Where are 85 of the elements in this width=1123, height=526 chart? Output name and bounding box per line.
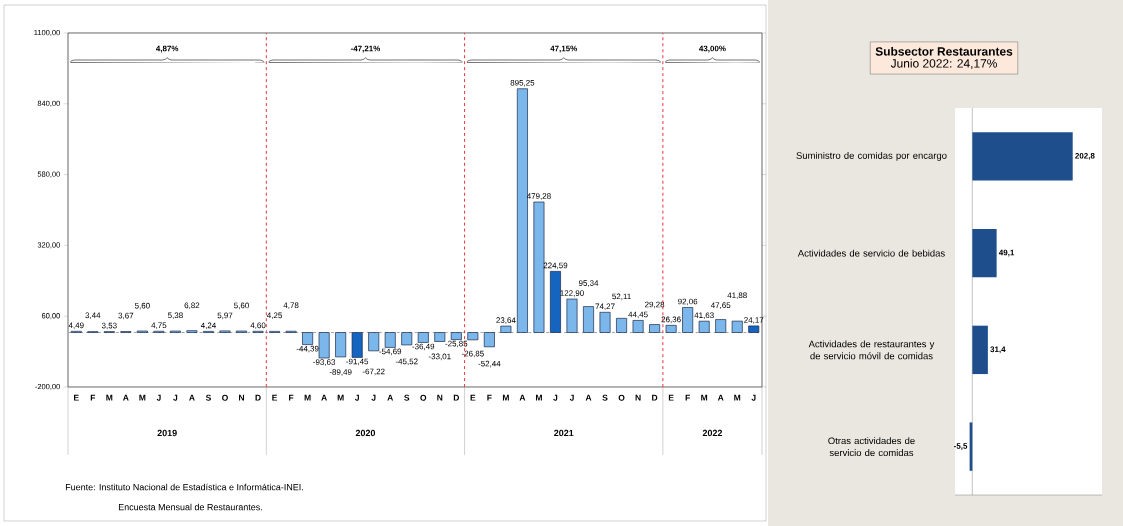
x-tick-label: N xyxy=(437,394,443,401)
x-tick-label: A xyxy=(585,394,592,401)
x-tick-label: F xyxy=(289,394,294,401)
x-tick-label: E xyxy=(470,394,476,401)
x-tick-label: J xyxy=(173,394,178,401)
x-tick-label: D xyxy=(652,394,658,401)
bar xyxy=(972,228,997,278)
x-tick-label: E xyxy=(74,394,79,401)
y-tick-label: Otras actividades de servicio de comidas xyxy=(828,437,915,457)
x-tick-label: O xyxy=(618,394,625,401)
bar xyxy=(549,271,561,333)
x-tick-label: M xyxy=(535,394,542,401)
bar xyxy=(384,332,396,348)
x-tick-label: M xyxy=(701,394,708,401)
bar xyxy=(368,332,380,352)
text: 2019 xyxy=(157,429,177,437)
bar xyxy=(351,332,363,358)
x-tick-label: M xyxy=(304,394,311,401)
x-tick-label: J xyxy=(354,394,359,401)
source-note: Fuente: Instituto Nacional de Estadística e Informática-INEI. xyxy=(65,483,303,491)
x-tick-label: M xyxy=(337,394,344,401)
x-tick-label: A xyxy=(717,394,724,401)
bar xyxy=(583,306,594,333)
bar xyxy=(483,332,495,348)
x-tick-label: J xyxy=(751,394,756,401)
x-tick-label: O xyxy=(420,394,427,401)
x-tick-label: E xyxy=(668,394,674,401)
y-tick-label: Suministro de comidas por encargo xyxy=(796,151,947,161)
text: Encuesta Mensual de Restaurantes. xyxy=(118,503,262,511)
chart-subtitle: Junio 2022: 24,17% xyxy=(890,58,997,70)
bar xyxy=(649,324,661,333)
x-tick-label: A xyxy=(321,394,327,401)
bar xyxy=(516,88,528,333)
bar xyxy=(698,320,710,333)
x-tick-label: F xyxy=(487,394,492,401)
x-tick-label: M xyxy=(106,394,113,401)
y-tick-label: Actividades de restaurantes y de servicio móvil de comidas xyxy=(808,340,935,360)
bar xyxy=(417,332,429,343)
bar xyxy=(401,332,413,346)
bar xyxy=(434,332,446,342)
bar xyxy=(533,201,545,333)
x-tick-label: F xyxy=(685,394,690,401)
bar xyxy=(731,320,743,333)
x-tick-label: M xyxy=(139,394,146,401)
x-tick-label: S xyxy=(404,394,410,401)
bar xyxy=(972,132,1073,181)
x-tick-label: M xyxy=(734,394,741,401)
x-tick-label: M xyxy=(502,394,509,401)
x-tick-label: S xyxy=(602,394,608,401)
x-tick-label: J xyxy=(569,394,574,401)
x-tick-label: N xyxy=(635,394,641,401)
bar xyxy=(566,298,578,333)
bar xyxy=(500,325,512,333)
bar xyxy=(748,325,760,333)
bar xyxy=(318,332,330,359)
bar xyxy=(450,332,462,340)
x-tick-label: J xyxy=(553,394,558,401)
x-tick-label: D xyxy=(453,394,460,401)
bar xyxy=(665,324,677,333)
x-tick-label: F xyxy=(90,394,96,401)
y-tick-label: Actividades de servicio de bebidas xyxy=(797,249,945,257)
bar xyxy=(335,332,347,358)
text: 2021 xyxy=(554,429,574,437)
bar xyxy=(467,332,479,341)
text: 2022 xyxy=(702,429,723,437)
bar xyxy=(599,311,611,333)
x-tick-label: J xyxy=(156,394,161,401)
x-tick-label: A xyxy=(519,394,526,401)
x-tick-label: E xyxy=(272,394,278,401)
x-tick-label: O xyxy=(222,394,228,401)
x-tick-label: D xyxy=(255,394,261,401)
x-tick-label: A xyxy=(122,394,129,401)
bar xyxy=(715,319,727,333)
bar xyxy=(302,332,314,345)
bar xyxy=(682,307,694,333)
bar xyxy=(972,325,988,375)
x-tick-label: N xyxy=(239,394,244,401)
x-tick-label: S xyxy=(205,394,211,401)
x-tick-label: A xyxy=(189,394,195,401)
bar xyxy=(632,320,644,333)
chart-title: Subsector Restaurantes xyxy=(875,46,1013,56)
x-tick-label: J xyxy=(371,394,376,401)
text: 2020 xyxy=(355,429,376,437)
bar xyxy=(616,317,628,333)
x-tick-label: A xyxy=(387,394,394,401)
